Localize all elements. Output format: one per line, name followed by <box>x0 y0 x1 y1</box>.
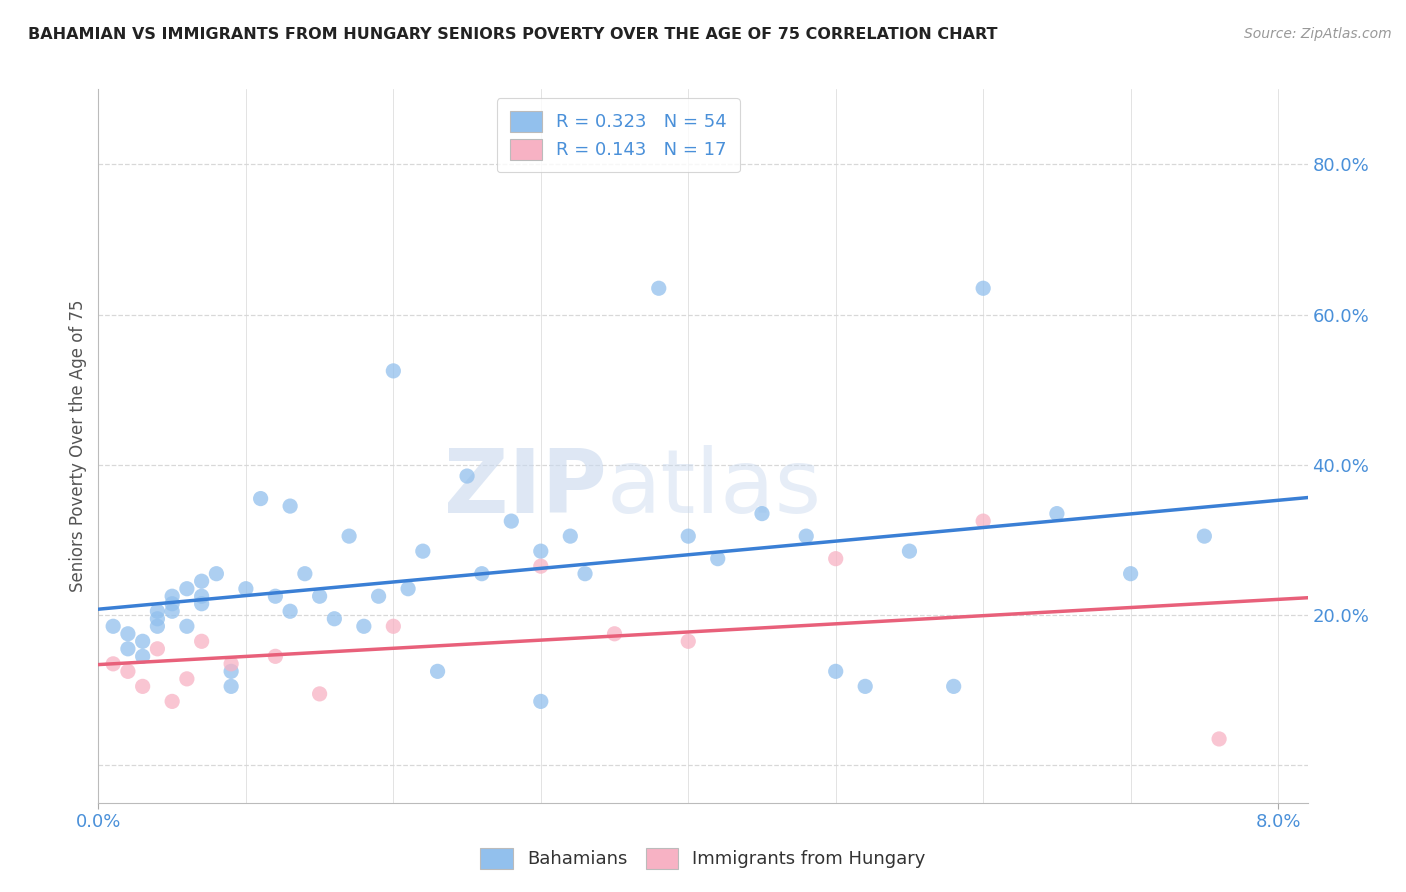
Point <box>131 634 153 648</box>
Point <box>308 687 330 701</box>
Point <box>1208 731 1230 746</box>
Point <box>190 589 212 603</box>
Point <box>898 544 921 558</box>
Point <box>131 679 153 693</box>
Point <box>501 514 523 528</box>
Point <box>1119 566 1142 581</box>
Point <box>560 529 582 543</box>
Point <box>456 469 478 483</box>
Point <box>117 641 139 656</box>
Point <box>1046 507 1069 521</box>
Point <box>942 679 965 693</box>
Point <box>824 665 846 679</box>
Point <box>278 499 301 513</box>
Point <box>471 566 494 581</box>
Point <box>264 589 287 603</box>
Point <box>574 566 596 581</box>
Point <box>190 597 212 611</box>
Point <box>176 582 198 596</box>
Point <box>219 679 242 693</box>
Point <box>160 694 183 708</box>
Point <box>117 627 139 641</box>
Y-axis label: Seniors Poverty Over the Age of 75: Seniors Poverty Over the Age of 75 <box>69 300 87 592</box>
Point <box>794 529 817 543</box>
Point <box>101 657 124 671</box>
Text: Source: ZipAtlas.com: Source: ZipAtlas.com <box>1244 27 1392 41</box>
Point <box>264 649 287 664</box>
Point <box>146 612 169 626</box>
Point <box>530 559 553 574</box>
Point <box>176 672 198 686</box>
Point <box>160 597 183 611</box>
Point <box>678 529 700 543</box>
Point <box>131 649 153 664</box>
Legend: Bahamians, Immigrants from Hungary: Bahamians, Immigrants from Hungary <box>472 840 934 876</box>
Point <box>530 694 553 708</box>
Point <box>1194 529 1216 543</box>
Text: atlas: atlas <box>606 445 821 533</box>
Point <box>706 551 728 566</box>
Point <box>648 281 671 295</box>
Point <box>176 619 198 633</box>
Point <box>367 589 389 603</box>
Point <box>249 491 271 506</box>
Point <box>308 589 330 603</box>
Point <box>603 627 626 641</box>
Point <box>190 574 212 589</box>
Point <box>353 619 375 633</box>
Point <box>382 364 405 378</box>
Point <box>751 507 773 521</box>
Point <box>972 514 994 528</box>
Point <box>323 612 346 626</box>
Point <box>205 566 228 581</box>
Point <box>972 281 994 295</box>
Point <box>146 641 169 656</box>
Point <box>530 544 553 558</box>
Text: BAHAMIAN VS IMMIGRANTS FROM HUNGARY SENIORS POVERTY OVER THE AGE OF 75 CORRELATI: BAHAMIAN VS IMMIGRANTS FROM HUNGARY SENI… <box>28 27 998 42</box>
Point <box>294 566 316 581</box>
Point <box>117 665 139 679</box>
Point <box>219 665 242 679</box>
Point <box>101 619 124 633</box>
Point <box>426 665 449 679</box>
Point <box>219 657 242 671</box>
Point <box>160 589 183 603</box>
Point <box>396 582 419 596</box>
Point <box>146 619 169 633</box>
Point <box>678 634 700 648</box>
Point <box>235 582 257 596</box>
Point <box>824 551 846 566</box>
Point <box>146 604 169 618</box>
Point <box>190 634 212 648</box>
Point <box>412 544 434 558</box>
Text: ZIP: ZIP <box>443 445 606 533</box>
Point <box>337 529 360 543</box>
Point <box>278 604 301 618</box>
Point <box>853 679 876 693</box>
Point <box>160 604 183 618</box>
Point <box>382 619 405 633</box>
